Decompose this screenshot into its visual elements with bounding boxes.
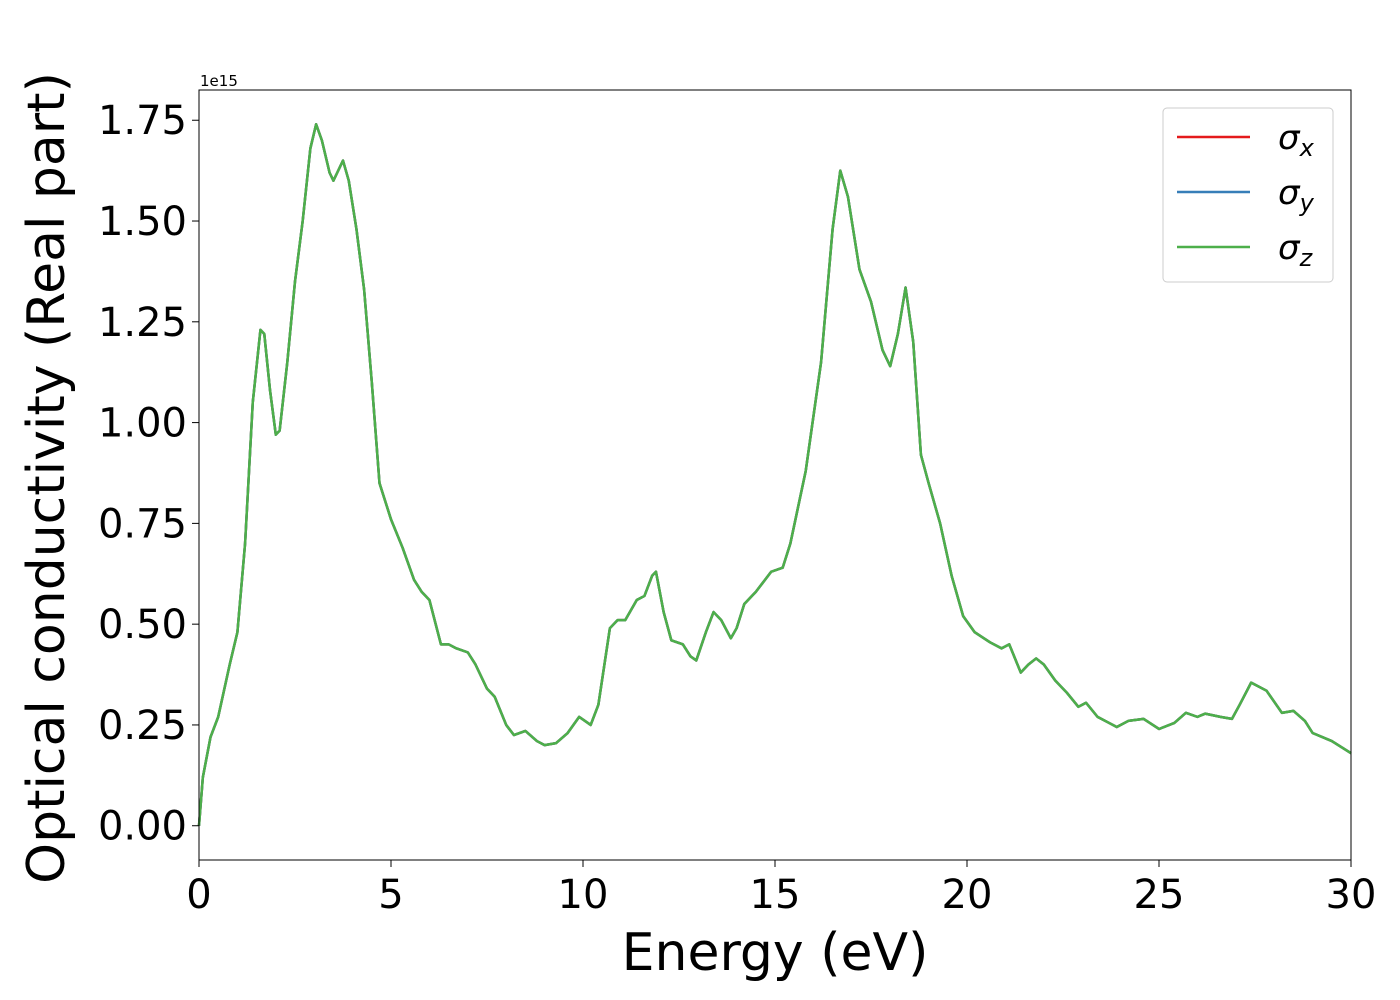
y-tick-label: 1.25 <box>98 300 187 346</box>
legend-label: σz <box>1278 228 1314 272</box>
legend-label: σy <box>1278 173 1315 217</box>
legend-label: σx <box>1278 118 1315 162</box>
x-tick-label: 0 <box>186 872 211 918</box>
y-tick-label: 0.00 <box>98 804 187 850</box>
x-tick-label: 30 <box>1326 872 1377 918</box>
x-tick-label: 10 <box>558 872 609 918</box>
y-tick-label: 1.75 <box>98 98 187 144</box>
x-axis-label: Energy (eV) <box>622 923 929 983</box>
y-tick-label: 0.25 <box>98 703 187 749</box>
x-tick-label: 5 <box>378 872 403 918</box>
series-line <box>197 123 1352 826</box>
y-tick-label: 1.00 <box>98 401 187 447</box>
legend-box <box>1162 107 1334 283</box>
offset-label: 1e15 <box>200 72 238 90</box>
x-tick-label: 20 <box>942 872 993 918</box>
x-tick-label: 15 <box>750 872 801 918</box>
y-tick-label: 1.50 <box>98 199 187 245</box>
y-tick-label: 0.75 <box>98 501 187 547</box>
y-axis-label: Optical conductivity (Real part) <box>17 72 77 884</box>
x-tick-label: 25 <box>1134 872 1185 918</box>
y-tick-label: 0.50 <box>98 602 187 648</box>
